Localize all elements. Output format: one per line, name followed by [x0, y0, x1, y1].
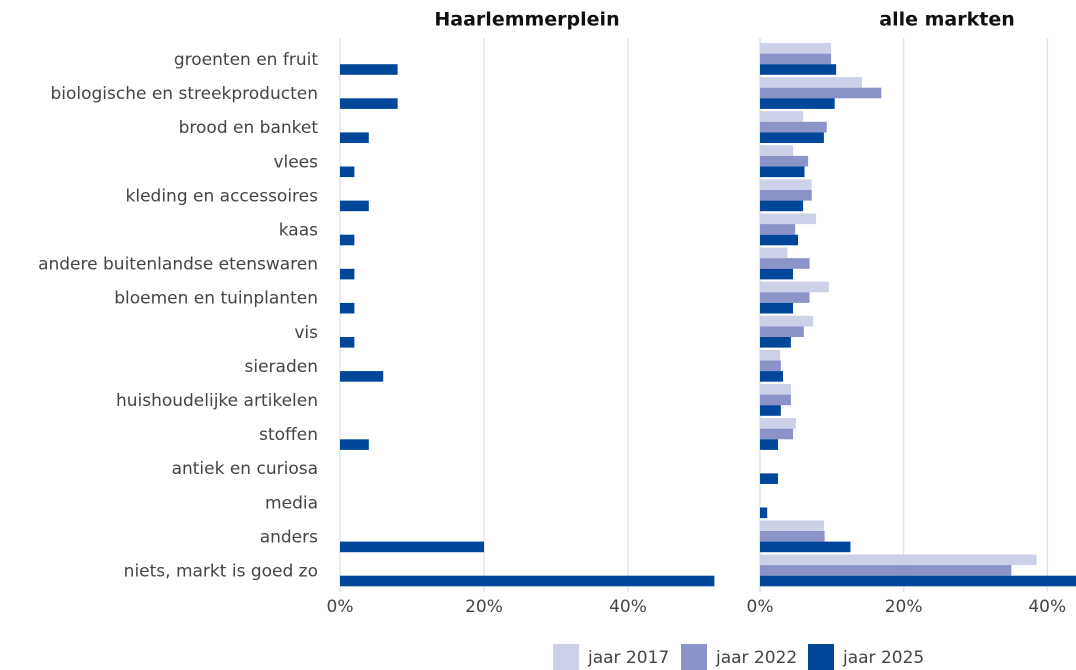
bar — [760, 145, 794, 156]
bar — [760, 360, 781, 372]
bar — [760, 53, 832, 65]
category-label: brood en banket — [179, 118, 319, 138]
bar — [340, 575, 715, 587]
category-label: stoffen — [259, 425, 318, 445]
bar — [760, 473, 778, 484]
bar — [760, 349, 781, 361]
bar — [340, 439, 369, 450]
category-label: andere buitenlandse etenswaren — [38, 255, 318, 275]
bar — [340, 268, 355, 280]
bar — [760, 43, 832, 54]
bar — [340, 234, 355, 246]
bar — [760, 121, 827, 133]
legend-label: jaar 2022 — [715, 648, 797, 668]
bar — [340, 371, 384, 382]
category-label: vis — [294, 323, 318, 343]
bar — [760, 405, 781, 416]
bar — [760, 554, 1037, 566]
bar — [760, 507, 768, 519]
bar — [760, 98, 835, 109]
bar — [340, 64, 398, 75]
bar — [760, 87, 882, 99]
bar — [760, 258, 810, 269]
category-label: sieraden — [245, 357, 318, 377]
bar — [760, 281, 829, 293]
category-label: antiek en curiosa — [172, 459, 318, 479]
bar — [760, 384, 791, 395]
bar — [340, 166, 355, 178]
bar — [760, 200, 804, 212]
bar — [760, 166, 805, 178]
bar — [760, 326, 804, 337]
bar — [340, 302, 355, 314]
bar — [760, 247, 788, 259]
x-tick-label: 0% — [747, 597, 774, 617]
bar — [760, 337, 791, 348]
chart-title: Haarlemmerplein — [434, 9, 619, 31]
bar — [760, 77, 862, 88]
bar — [340, 337, 355, 348]
category-label: media — [265, 493, 318, 513]
bar — [760, 155, 809, 167]
bar — [760, 302, 794, 314]
bar — [340, 132, 369, 143]
x-tick-label: 20% — [465, 597, 503, 617]
x-tick-label: 20% — [885, 597, 923, 617]
legend-label: jaar 2017 — [587, 648, 669, 668]
bar — [760, 111, 804, 122]
category-label: anders — [260, 527, 318, 547]
category-label: bloemen en tuinplanten — [114, 289, 318, 309]
bar — [340, 200, 369, 212]
legend-swatch — [808, 644, 834, 670]
legend-label: jaar 2025 — [842, 648, 924, 668]
bar — [760, 234, 799, 246]
legend-swatch — [553, 644, 579, 670]
bar — [760, 439, 778, 450]
bar — [760, 179, 812, 190]
bar — [760, 371, 783, 382]
bar — [760, 213, 817, 225]
category-label: niets, markt is goed zo — [124, 562, 318, 582]
bar — [760, 64, 837, 75]
category-label: huishoudelijke artikelen — [116, 391, 318, 411]
bar — [760, 394, 791, 406]
bar — [340, 98, 398, 109]
category-label: biologische en streekproducten — [50, 84, 318, 104]
legend-swatch — [681, 644, 707, 670]
x-tick-label: 40% — [609, 597, 647, 617]
bar — [760, 531, 825, 542]
category-label: kaas — [279, 221, 318, 241]
bar — [760, 224, 796, 235]
category-label: kleding en accessoires — [126, 186, 319, 206]
bar — [760, 132, 824, 143]
bar — [760, 418, 796, 429]
bar — [760, 575, 1076, 587]
bar — [760, 541, 851, 553]
x-tick-label: 40% — [1028, 597, 1066, 617]
category-label: vlees — [273, 152, 318, 172]
category-label: groenten en fruit — [174, 50, 318, 70]
bar — [760, 190, 812, 201]
bar — [760, 292, 810, 303]
bar — [760, 565, 1012, 576]
bar — [760, 268, 794, 280]
bar — [760, 315, 814, 327]
chart-title: alle markten — [879, 9, 1014, 31]
bar — [760, 520, 824, 531]
bar — [340, 541, 484, 553]
x-tick-label: 0% — [327, 597, 354, 617]
bar — [760, 428, 794, 440]
